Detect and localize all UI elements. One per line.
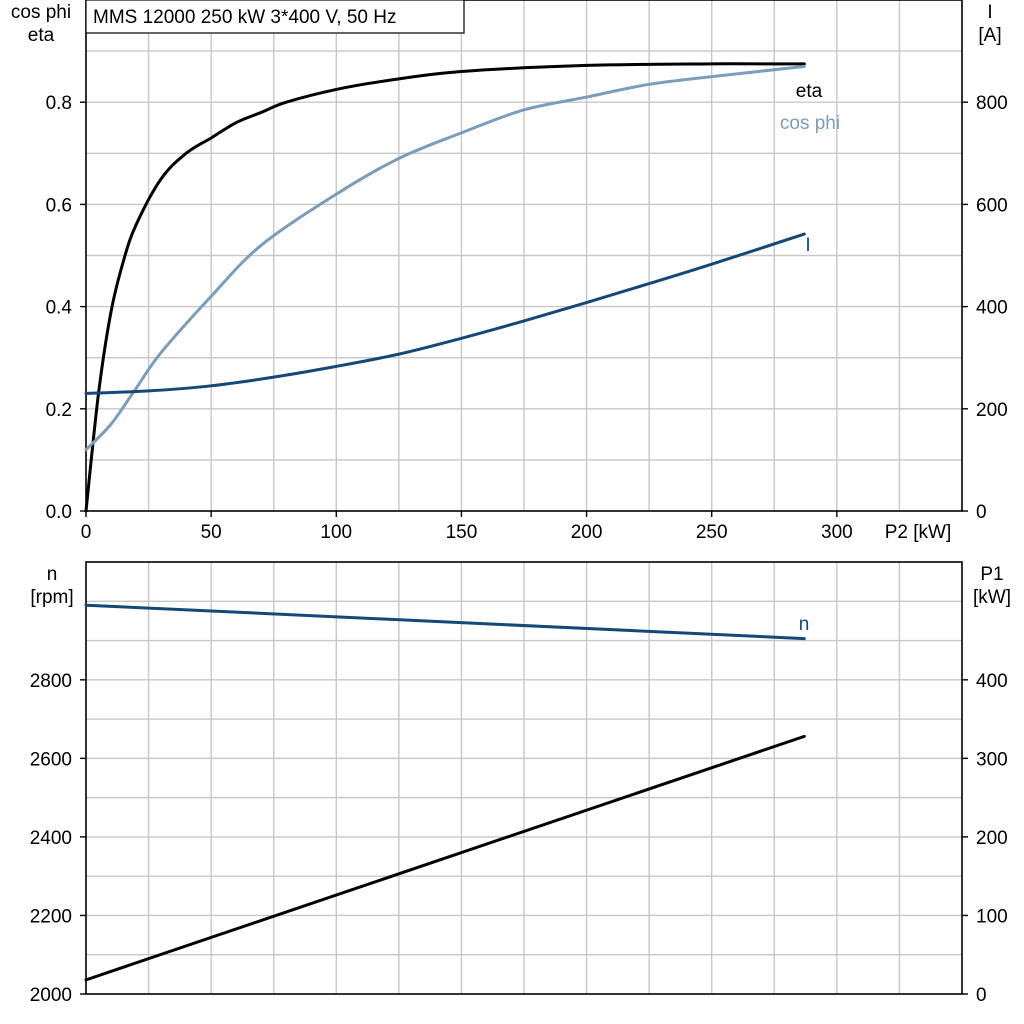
x-axis-tick-label: 300: [821, 522, 853, 543]
top-chart-axes: 0.0 0.2 0.4 0.6 0.8 0 200 400 600 800 0 50 100 150 200…: [46, 93, 1008, 543]
left-axis-tick-label: 2200: [30, 906, 72, 927]
right-axis-tick-label: 300: [976, 749, 1008, 770]
x-axis-tick-label: 0: [81, 522, 92, 543]
right-axis-tick-label: 0: [976, 502, 987, 523]
chart-title: MMS 12000 250 kW 3*400 V, 50 Hz: [93, 7, 396, 28]
series-line-p1: [84, 734, 806, 982]
series-line-I: [84, 232, 806, 395]
left-axis-tick-label: 2400: [30, 828, 72, 849]
right-axis-tick-label: 600: [976, 195, 1008, 216]
series-label-n: n: [799, 614, 810, 635]
series-label-I: I: [805, 235, 810, 256]
bottom-chart-series: [84, 603, 806, 982]
right-axis-tick-label: 0: [976, 985, 987, 1006]
top-left-axis-label-line2: eta: [28, 25, 55, 46]
top-chart-series: [84, 62, 806, 513]
top-right-axis-label-line1: I: [987, 2, 992, 23]
bottom-chart-grid: [86, 562, 962, 994]
left-axis-tick-label: 2000: [30, 985, 72, 1006]
series-label-eta: eta: [796, 81, 823, 102]
right-axis-tick-label: 200: [976, 828, 1008, 849]
series-label-cos-phi: cos phi: [780, 113, 840, 134]
right-axis-tick-label: 400: [976, 671, 1008, 692]
top-left-axis-label-line1: cos phi: [11, 2, 71, 23]
bottom-chart-axes: 2000 2200 2400 2600 2800 0 100 200 300 400: [30, 671, 1008, 1006]
right-axis-tick-label: 800: [976, 93, 1008, 114]
x-axis-label: P2 [kW]: [885, 522, 952, 543]
top-chart-grid: [86, 0, 962, 511]
bottom-plot-frame: [85, 561, 963, 995]
bottom-left-axis-label-line1: n: [47, 564, 58, 585]
top-plot-frame: [85, 0, 963, 512]
right-axis-tick-label: 400: [976, 298, 1008, 319]
bottom-right-axis-label-line1: P1: [980, 564, 1003, 585]
top-right-axis-label-line2: [A]: [978, 25, 1001, 46]
x-axis-tick-label: 250: [696, 522, 728, 543]
x-axis-tick-label: 150: [446, 522, 478, 543]
right-axis-tick-label: 100: [976, 906, 1008, 927]
x-axis-tick-label: 100: [320, 522, 352, 543]
left-axis-tick-label: 2600: [30, 749, 72, 770]
bottom-right-axis-label-line2: [kW]: [973, 587, 1011, 608]
right-axis-tick-label: 200: [976, 400, 1008, 421]
bottom-left-axis-label-line2: [rpm]: [30, 587, 73, 608]
series-line-cos-phi: [84, 64, 806, 452]
x-axis-tick-label: 200: [571, 522, 603, 543]
x-axis-tick-label: 50: [201, 522, 222, 543]
left-axis-tick-label: 2800: [30, 671, 72, 692]
title-box: [85, 0, 465, 34]
left-axis-tick-label: 0.0: [46, 502, 72, 523]
series-line-n: [84, 603, 806, 641]
left-axis-tick-label: 0.8: [46, 93, 72, 114]
left-axis-tick-label: 0.2: [46, 400, 72, 421]
left-axis-tick-label: 0.6: [46, 195, 72, 216]
series-line-eta: [84, 62, 806, 513]
left-axis-tick-label: 0.4: [46, 298, 73, 319]
